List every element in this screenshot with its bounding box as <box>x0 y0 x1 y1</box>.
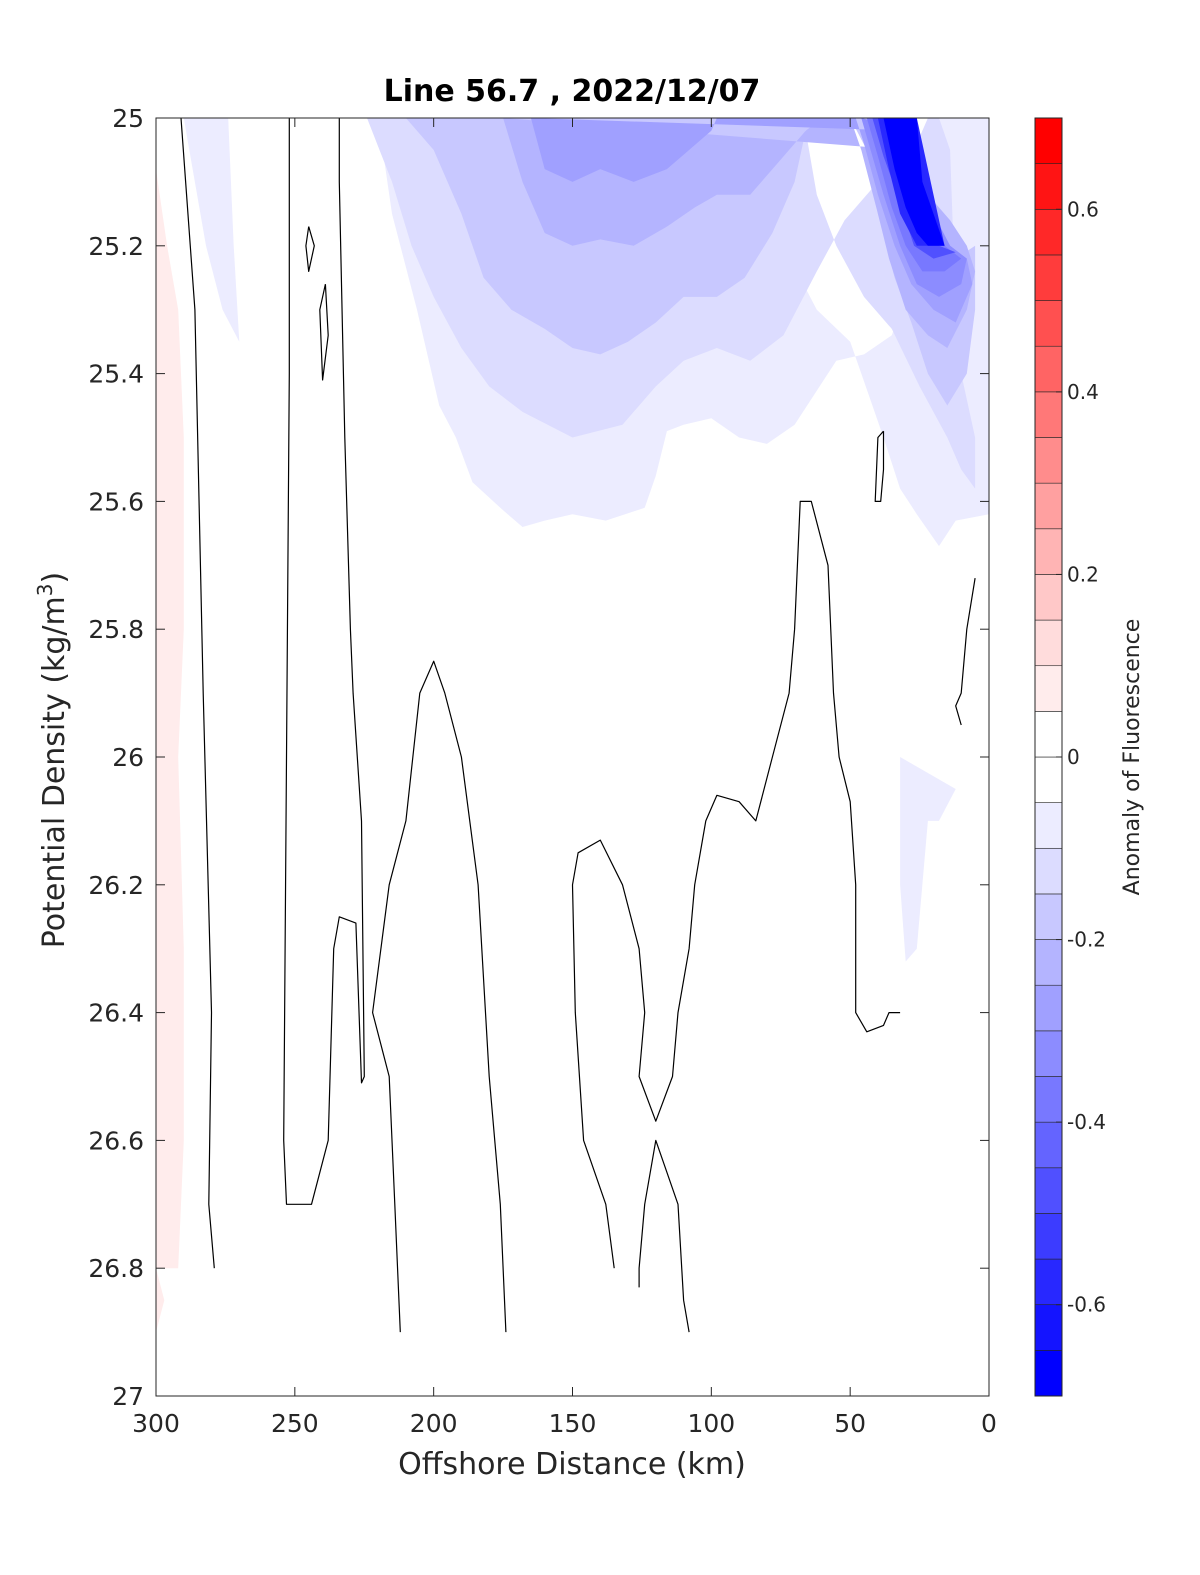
y-tick-label: 25.2 <box>88 232 144 261</box>
colorbar-segment <box>1034 208 1063 256</box>
colorbar-segment <box>1034 391 1063 438</box>
colorbar-segment <box>1034 1258 1063 1306</box>
colorbar-label: Anomaly of Fluorescence <box>1120 619 1145 896</box>
colorbar-segment <box>1034 939 1063 986</box>
colorbar-segment <box>1034 254 1063 301</box>
colorbar-tick-label: -0.6 <box>1067 1293 1106 1317</box>
x-axis-label: Offshore Distance (km) <box>398 1447 746 1482</box>
colorbar-segment <box>1034 117 1063 164</box>
chart-title: Line 56.7 , 2022/12/07 <box>384 74 761 109</box>
colorbar-segment <box>1034 847 1063 895</box>
colorbar-segment <box>1034 711 1063 758</box>
contour-line-3 <box>305 226 315 272</box>
y-axis-label-superscript: 3 <box>33 583 57 596</box>
colorbar-segment <box>1034 163 1063 210</box>
y-tick-label: 26.2 <box>88 871 144 900</box>
y-tick-label: 27 <box>112 1382 144 1411</box>
colorbar-tick-label: 0.4 <box>1067 380 1099 404</box>
colorbar-tick-label: -0.4 <box>1067 1110 1106 1134</box>
x-tick-label: 100 <box>687 1409 735 1438</box>
colorbar-segment <box>1034 482 1063 530</box>
x-tick-label: 250 <box>271 1409 319 1438</box>
contour-line-6 <box>638 1139 690 1333</box>
colorbar-segment <box>1034 665 1063 712</box>
colorbar-tick-label: 0.6 <box>1067 197 1099 221</box>
x-tick-label: 150 <box>549 1409 597 1438</box>
y-axis-ticks: 25 25.2 25.4 25.6 25.8 26 26.2 26.4 26.6 26.8 27 <box>88 104 989 1411</box>
y-tick-label: 25.6 <box>88 487 144 516</box>
contour-line-1 <box>283 118 365 1205</box>
x-tick-label: 50 <box>834 1409 866 1438</box>
colorbar-segment <box>1034 1121 1063 1169</box>
filled-region-2 <box>900 757 956 962</box>
y-tick-label: 25.8 <box>88 615 144 644</box>
contour-line-4 <box>372 660 507 1333</box>
filled-region-13 <box>156 1268 165 1333</box>
colorbar-segment <box>1034 1213 1063 1260</box>
x-tick-label: 0 <box>981 1409 997 1438</box>
filled-region-12 <box>156 169 184 1269</box>
colorbar: 0.6 0.4 0.2 0 -0.2 -0.4 -0.6 <box>1034 117 1106 1397</box>
contour-line-0 <box>180 118 215 1269</box>
colorbar-segment <box>1034 437 1063 484</box>
colorbar-segment <box>1034 1350 1063 1397</box>
contour-line-7 <box>874 430 885 502</box>
y-tick-label: 26 <box>112 743 144 772</box>
y-axis-label: Potential Density (kg/m3) <box>33 572 72 948</box>
contour-lines <box>180 118 976 1333</box>
x-tick-label: 300 <box>132 1409 180 1438</box>
plot-area: 300 250 200 150 100 50 0 2525.225.425.625.8262… <box>88 104 997 1438</box>
colorbar-segment <box>1034 984 1063 1032</box>
y-axis-label-close: ) <box>37 572 72 584</box>
filled-region-6 <box>530 118 973 323</box>
colorbar-segment <box>1034 528 1063 575</box>
y-tick-label: 26.4 <box>88 999 144 1028</box>
colorbar-segment <box>1034 345 1063 393</box>
colorbar-segment <box>1034 893 1063 940</box>
colorbar-segment <box>1034 1167 1063 1214</box>
y-tick-label: 26.6 <box>88 1126 144 1155</box>
colorbar-segment <box>1034 619 1063 667</box>
colorbar-segment <box>1034 1304 1063 1351</box>
x-tick-label: 200 <box>410 1409 458 1438</box>
colorbar-tick-label: 0.2 <box>1067 562 1099 586</box>
filled-contours <box>156 118 989 1333</box>
contour-line-8 <box>955 578 976 726</box>
colorbar-segment <box>1034 802 1063 849</box>
colorbar-segment <box>1034 1030 1063 1077</box>
filled-region-11 <box>883 118 945 246</box>
colorbar-segment <box>1034 756 1063 803</box>
filled-region-1 <box>183 118 240 342</box>
colorbar-tick-label: -0.2 <box>1067 928 1106 952</box>
y-tick-label: 25 <box>112 104 144 133</box>
x-axis-ticks: 300 250 200 150 100 50 0 <box>132 118 997 1438</box>
contour-line-2 <box>319 283 329 381</box>
colorbar-segment <box>1034 574 1063 621</box>
y-tick-label: 25.4 <box>88 360 144 389</box>
colorbar-segment <box>1034 300 1063 347</box>
y-axis-label-main: Potential Density (kg/m <box>37 596 72 948</box>
contour-line-5 <box>571 500 901 1269</box>
y-tick-label: 26.8 <box>88 1254 144 1283</box>
colorbar-segment <box>1034 1076 1063 1123</box>
colorbar-tick-label: 0 <box>1067 745 1080 769</box>
